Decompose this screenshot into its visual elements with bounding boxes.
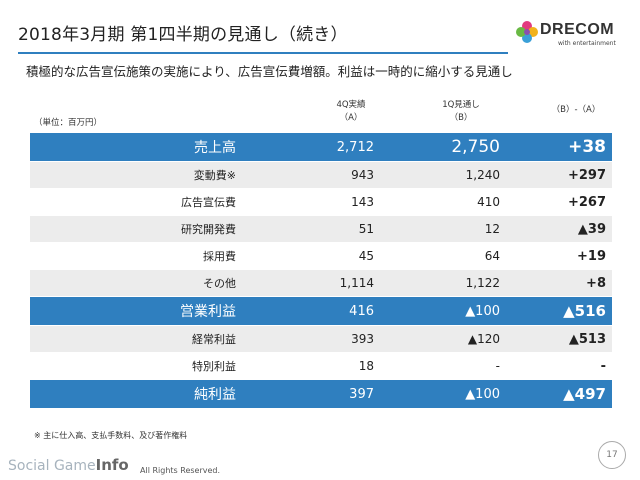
table-row-extraordinary-income: 特別利益 18 - - [30,353,612,380]
row-label: 広告宣伝費 [181,196,236,209]
table-row-ordinary-profit: 経常利益 393 ▲120 ▲513 [30,326,612,353]
watermark-prefix: Social Game [8,458,96,474]
page-title: 2018年3月期 第1四半期の見通し（続き） [18,25,348,45]
table-row-rnd: 研究開発費 51 12 ▲39 [30,216,612,243]
value-4q-actual: 51 [358,222,374,236]
drecom-logo: DRECOM with entertainment [516,20,626,50]
value-1q-forecast: 1,122 [465,276,500,290]
watermark: Social GameInfo [8,456,129,474]
value-difference: ▲513 [568,331,606,347]
row-label: 売上高 [194,140,236,156]
value-difference: +297 [567,167,606,183]
value-4q-actual: 143 [351,195,374,209]
table-row-sales: 売上高 2,712 2,750 +38 [30,133,612,162]
flower-logo-icon [516,21,538,43]
row-label: 特別利益 [192,360,236,373]
column-header-4q-actual: 4Q実績 （A） [316,99,386,125]
row-label: 営業利益 [180,304,236,320]
value-difference: +19 [577,248,606,264]
value-1q-forecast: 64 [484,249,500,263]
table-row-variable-cost: 変動費※ 943 1,240 +297 [30,162,612,189]
copyright-text: All Rights Reserved. [140,466,221,475]
footnote: ※ 主に仕入高、支払手数料、及び著作権料 [34,431,188,440]
table-row-net-income: 純利益 397 ▲100 ▲497 [30,380,612,409]
value-1q-forecast: ▲120 [467,332,500,346]
row-label: その他 [203,277,236,290]
value-1q-forecast: 2,750 [451,137,500,157]
forecast-table: 売上高 2,712 2,750 +38 変動費※ 943 1,240 +297 … [30,133,612,409]
value-4q-actual: 393 [351,332,374,346]
value-1q-forecast: - [495,359,500,373]
value-4q-actual: 416 [349,303,374,319]
table-row-other: その他 1,114 1,122 +8 [30,270,612,297]
table-row-operating-profit: 営業利益 416 ▲100 ▲516 [30,297,612,326]
title-underline [18,52,508,54]
value-difference: +8 [586,275,606,291]
value-4q-actual: 18 [358,359,374,373]
value-4q-actual: 2,712 [336,139,374,155]
page-number: 17 [598,441,626,469]
value-1q-forecast: 410 [477,195,500,209]
value-difference: ▲497 [563,385,606,403]
logo-tagline: with entertainment [558,40,616,47]
column-header-line1: （B）-（A） [551,105,601,115]
column-header-line2: （A） [339,113,363,123]
value-difference: ▲39 [577,221,606,237]
unit-label: （単位：百万円） [34,118,103,128]
column-header-difference: （B）-（A） [536,104,616,117]
table-row-recruiting: 採用費 45 64 +19 [30,243,612,270]
row-label: 純利益 [194,387,236,403]
row-label: 採用費 [203,250,236,263]
value-difference: +267 [567,194,606,210]
value-1q-forecast: ▲100 [465,303,500,319]
row-label: 経常利益 [192,333,236,346]
page-subtitle: 積極的な広告宣伝施策の実施により、広告宣伝費増額。利益は一時的に縮小する見通し [26,64,513,79]
table-row-advertising: 広告宣伝費 143 410 +267 [30,189,612,216]
value-1q-forecast: 1,240 [465,168,500,182]
column-header-line1: 1Q見通し [442,100,480,110]
value-4q-actual: 943 [351,168,374,182]
value-difference: +38 [568,137,606,157]
row-label: 変動費※ [193,169,236,182]
logo-name: DRECOM [540,21,615,38]
value-4q-actual: 397 [349,386,374,402]
value-1q-forecast: 12 [484,222,500,236]
watermark-suffix: Info [95,456,129,474]
value-1q-forecast: ▲100 [465,386,500,402]
value-4q-actual: 45 [358,249,374,263]
row-label: 研究開発費 [181,223,236,236]
column-header-line1: 4Q実績 [336,100,366,110]
value-difference: - [600,358,606,374]
value-difference: ▲516 [563,302,606,320]
value-4q-actual: 1,114 [339,276,374,290]
column-header-line2: （B） [449,113,473,123]
column-header-1q-forecast: 1Q見通し （B） [426,99,496,125]
